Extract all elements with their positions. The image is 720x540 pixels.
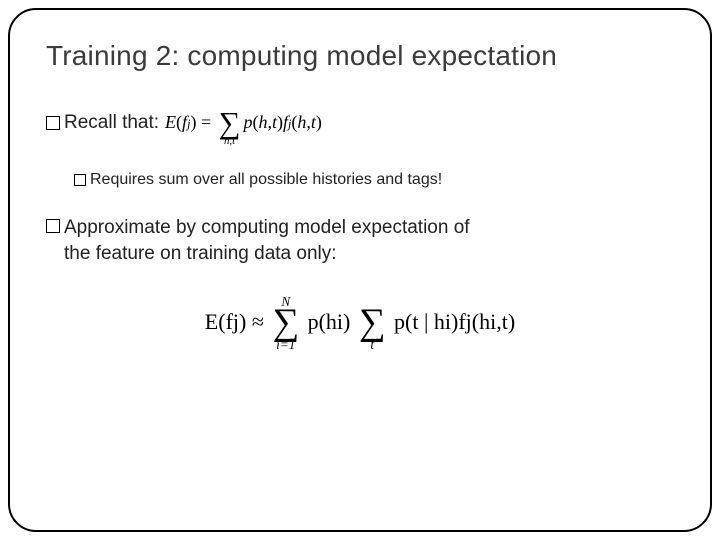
bullet-recall: Recall that: E(fj) = ∑ h,t p(h,t)fj(h,t): [46, 100, 674, 145]
slide-frame: Training 2: computing model expectation …: [8, 8, 712, 532]
sigma-icon: N ∑ i=1: [272, 295, 299, 351]
bullet-requires: Requires sum over all possible histories…: [74, 171, 674, 189]
formula-approx: E(fj) ≈ N ∑ i=1 p(hi) ∑ t p(t | hi)fj(hi…: [205, 295, 515, 351]
bullet-approximate: Approximate by computing model expectati…: [46, 215, 674, 350]
bullet-approx-line1: Approximate by computing model expectati…: [64, 215, 470, 241]
bullet-approx-line2: the feature on training data only:: [64, 241, 470, 267]
slide-title: Training 2: computing model expectation: [46, 40, 674, 72]
formula-expectation-def: E(fj) = ∑ h,t p(h,t)fj(h,t): [165, 100, 322, 145]
sigma-icon: ∑ t: [359, 295, 386, 351]
bullet-box-icon: [46, 219, 60, 233]
bullet-box-icon: [46, 116, 60, 130]
bullet-requires-text: Requires sum over all possible histories…: [90, 171, 442, 189]
bullet-box-icon: [74, 174, 86, 186]
formula-approx-wrap: E(fj) ≈ N ∑ i=1 p(hi) ∑ t p(t | hi)fj(hi…: [46, 295, 674, 351]
bullet-recall-text: Recall that:: [64, 112, 159, 134]
sigma-icon: ∑ h,t: [219, 100, 241, 145]
